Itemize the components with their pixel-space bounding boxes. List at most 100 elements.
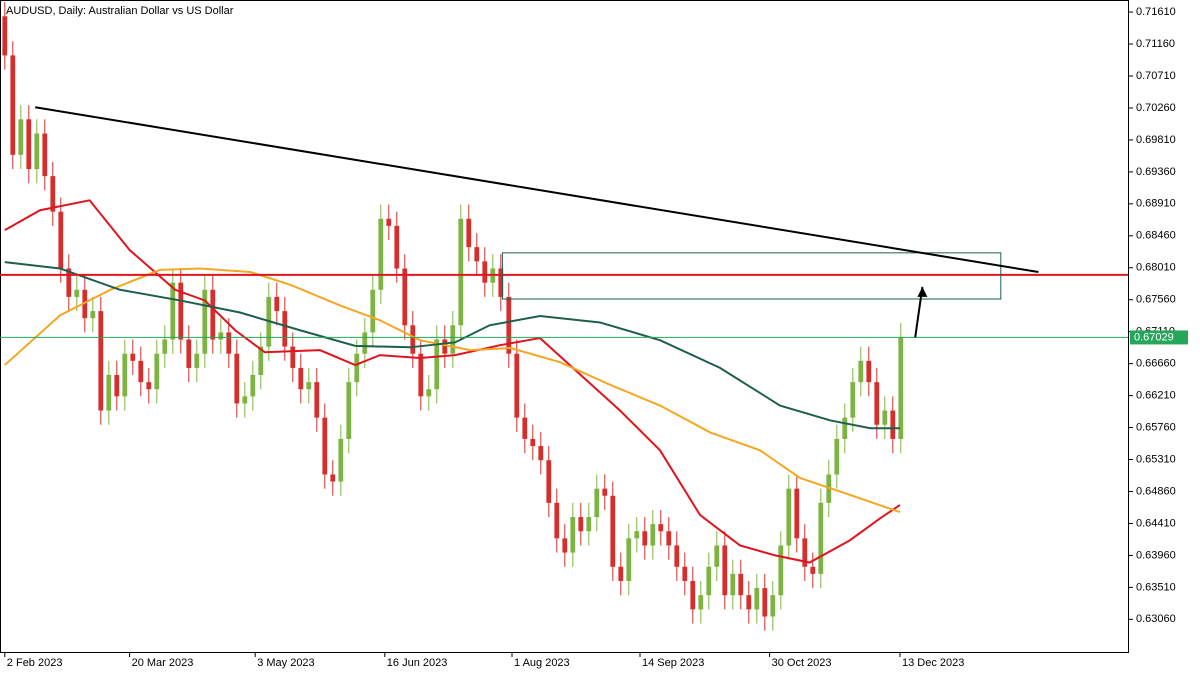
candle-body <box>114 375 120 397</box>
candle-body <box>690 580 696 610</box>
candle-body <box>2 16 8 56</box>
candle-body <box>274 296 280 312</box>
candle-body <box>250 375 256 397</box>
candle-body <box>578 517 584 532</box>
candle-body <box>138 360 144 383</box>
zone-rectangle <box>501 252 1002 300</box>
candle-body <box>98 311 104 411</box>
candle-body <box>858 360 864 383</box>
candle-body <box>418 353 424 397</box>
candle-body <box>666 531 672 546</box>
x-tick-label: 30 Oct 2023 <box>772 657 832 669</box>
candle-body <box>434 339 440 390</box>
candle-body <box>482 261 488 283</box>
candle-body <box>402 268 408 326</box>
candle-body <box>882 410 888 425</box>
candle-body <box>898 337 904 439</box>
moving-average <box>4 199 901 564</box>
candle-body <box>426 389 432 397</box>
candle-body <box>514 353 520 418</box>
candle-body <box>170 282 176 340</box>
candle-body <box>82 289 88 319</box>
candle-body <box>538 446 544 461</box>
candle-body <box>58 211 64 269</box>
candle-body <box>442 339 448 354</box>
candle-body <box>290 346 296 368</box>
candle-body <box>186 339 192 368</box>
candle-body <box>378 218 384 290</box>
candle-body <box>602 488 608 496</box>
candle-body <box>194 353 200 368</box>
candle-body <box>738 573 744 596</box>
candle-body <box>842 417 848 439</box>
candle-body <box>226 332 232 354</box>
candle-body <box>850 382 856 418</box>
price-badge <box>1130 330 1188 345</box>
y-tick-label: 0.70710 <box>1136 70 1176 82</box>
candle-body <box>370 289 376 333</box>
candle-body <box>786 488 792 546</box>
moving-average <box>4 261 900 430</box>
candle-body <box>242 396 248 404</box>
candle-body <box>834 438 840 475</box>
y-tick-label: 0.66660 <box>1136 358 1176 370</box>
x-tick-label: 14 Sep 2023 <box>642 657 704 669</box>
candle-body <box>634 531 640 539</box>
candle-body <box>730 573 736 596</box>
y-tick-label: 0.71160 <box>1136 38 1175 50</box>
arrow-head <box>917 286 928 297</box>
candle-body <box>146 382 152 390</box>
candle-body <box>546 460 552 503</box>
y-tick-label: 0.68910 <box>1136 198 1176 210</box>
candle-body <box>642 531 648 546</box>
candle-body <box>754 588 760 610</box>
candle-body <box>202 289 208 354</box>
x-tick-label: 1 Aug 2023 <box>514 657 570 669</box>
candle-body <box>778 545 784 596</box>
candle-body <box>314 382 320 418</box>
candle-body <box>162 339 168 354</box>
y-tick-label: 0.63960 <box>1136 549 1176 561</box>
candle-body <box>658 524 664 532</box>
candle-body <box>794 488 800 539</box>
y-tick-label: 0.65760 <box>1136 421 1176 433</box>
candle-body <box>218 332 224 340</box>
candle-body <box>866 360 872 383</box>
candle-body <box>458 218 464 326</box>
candle-body <box>90 311 96 319</box>
candle-body <box>466 218 472 248</box>
candle-body <box>50 176 56 212</box>
y-tick-label: 0.68010 <box>1136 262 1176 274</box>
y-tick-label: 0.70260 <box>1136 102 1176 114</box>
candle-body <box>282 311 288 347</box>
candle-body <box>562 538 568 553</box>
y-tick-label: 0.63510 <box>1136 581 1176 593</box>
x-tick-label: 20 Mar 2023 <box>132 657 194 669</box>
candle-body <box>890 410 896 439</box>
candle-body <box>618 566 624 581</box>
y-tick-label: 0.67560 <box>1136 294 1176 306</box>
candle-body <box>498 268 504 297</box>
candle-body <box>706 566 712 596</box>
candle-body <box>682 566 688 581</box>
candle-body <box>530 438 536 447</box>
candle-body <box>178 282 184 340</box>
chart-title: AUDUSD, Daily: Australian Dollar vs US D… <box>6 5 234 17</box>
y-tick-label: 0.65310 <box>1136 453 1176 465</box>
candle-body <box>26 119 32 170</box>
candle-body <box>698 595 704 610</box>
candle-body <box>810 566 816 574</box>
candle-body <box>802 538 808 567</box>
candle-body <box>586 517 592 532</box>
candle-body <box>106 375 112 411</box>
candle-body <box>762 588 768 617</box>
y-tick-label: 0.71610 <box>1136 6 1176 18</box>
candle-body <box>610 495 616 567</box>
candle-body <box>210 289 216 340</box>
candle-body <box>154 353 160 390</box>
y-tick-label: 0.64860 <box>1136 485 1176 497</box>
candle-body <box>346 382 352 439</box>
x-tick-label: 16 Jun 2023 <box>387 657 448 669</box>
trend-line <box>35 106 1039 274</box>
